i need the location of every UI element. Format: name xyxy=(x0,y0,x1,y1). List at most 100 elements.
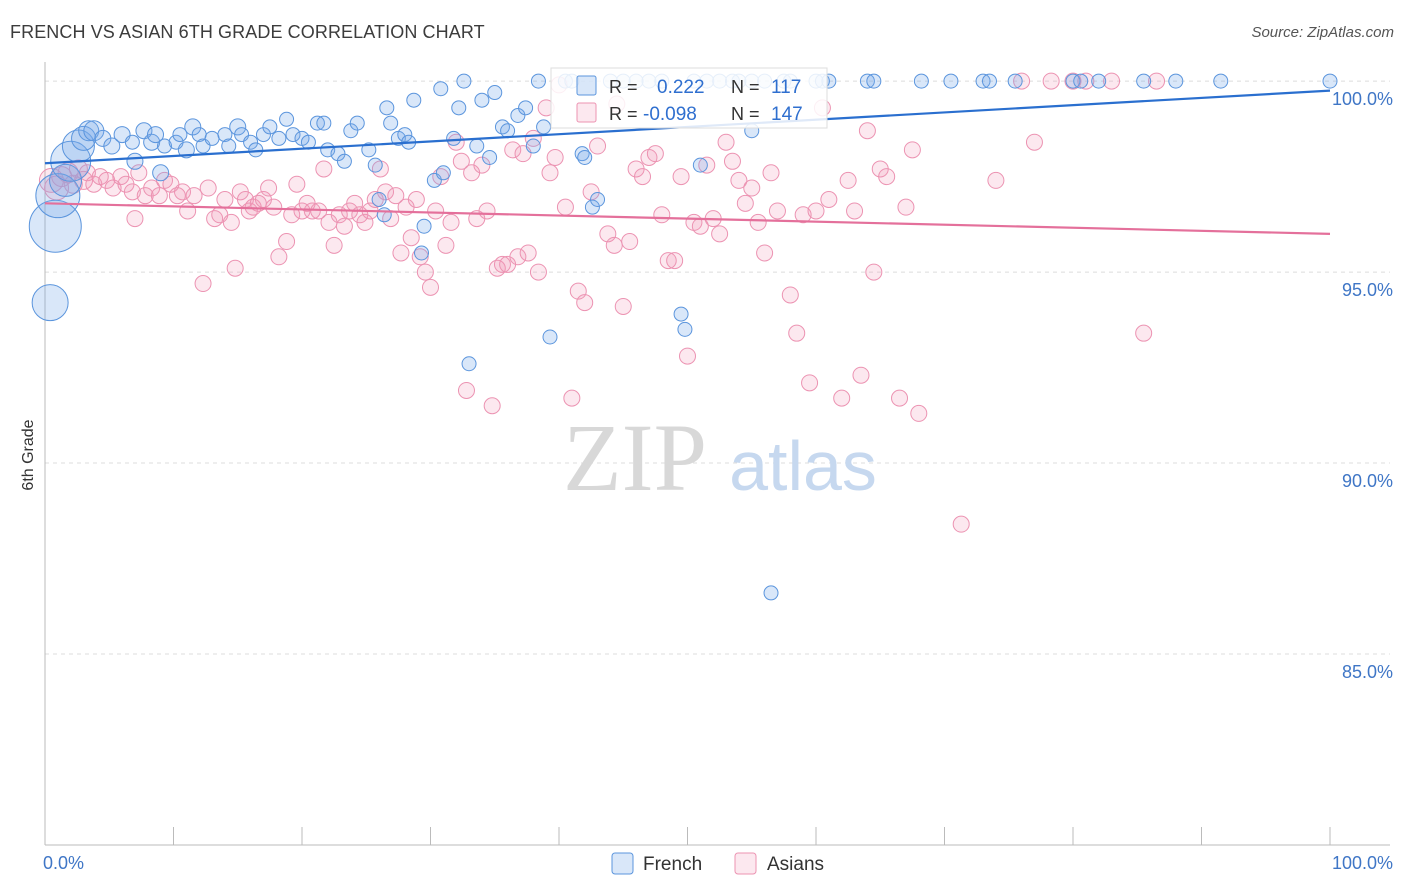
asian-point xyxy=(387,187,405,205)
french-point xyxy=(446,130,462,146)
french-point xyxy=(433,81,449,97)
chart-title: FRENCH VS ASIAN 6TH GRADE CORRELATION CH… xyxy=(10,22,485,42)
asian-point xyxy=(315,160,333,178)
french-point xyxy=(577,149,593,165)
asian-point xyxy=(781,286,799,304)
asian-point xyxy=(185,187,203,205)
y-tick-label-0: 100.0% xyxy=(1332,89,1393,109)
asian-point xyxy=(194,275,212,293)
asian-point xyxy=(736,194,754,212)
french-point xyxy=(451,100,467,116)
french-point xyxy=(243,134,259,150)
french-point xyxy=(397,127,413,143)
french-point xyxy=(943,73,959,89)
asian-point xyxy=(730,171,748,189)
french-point xyxy=(262,119,278,135)
french-point xyxy=(673,306,689,322)
french-point xyxy=(361,142,377,158)
asian-point xyxy=(634,168,652,186)
asian-n-label: N = xyxy=(731,104,760,124)
french-legend-label[interactable]: French xyxy=(643,854,702,875)
asian-point xyxy=(546,148,564,166)
asian-point xyxy=(952,515,970,533)
french-point xyxy=(177,141,195,159)
asian-point xyxy=(427,202,445,220)
asian-point xyxy=(1148,72,1166,90)
y-tick-label-3: 85.0% xyxy=(1342,662,1393,682)
asian-r-label: R = xyxy=(609,104,638,124)
french-point xyxy=(474,92,490,108)
french-point xyxy=(204,130,220,146)
asian-point xyxy=(411,248,429,266)
french-swatch xyxy=(576,75,597,96)
french-point xyxy=(416,218,432,234)
asian-point xyxy=(270,248,288,266)
french-point xyxy=(221,138,237,154)
french-point xyxy=(435,165,451,181)
french-point xyxy=(184,118,202,136)
asian-point xyxy=(437,236,455,254)
french-point xyxy=(1136,73,1152,89)
asian-r-value: -0.098 xyxy=(643,104,697,125)
asian-point xyxy=(1042,72,1060,90)
french-point xyxy=(217,127,233,143)
asian-point xyxy=(794,206,812,224)
asian-point xyxy=(226,259,244,277)
french-point xyxy=(271,130,287,146)
asian-point xyxy=(493,255,511,273)
french-point xyxy=(1213,73,1229,89)
french-point xyxy=(124,134,140,150)
french-r-value: 0.222 xyxy=(657,77,705,98)
watermark-atlas: atlas xyxy=(729,427,877,505)
french-point xyxy=(31,284,69,322)
asian-point xyxy=(878,168,896,186)
french-point xyxy=(1065,73,1081,89)
asian-point xyxy=(897,198,915,216)
asian-point xyxy=(68,159,88,179)
french-point xyxy=(536,119,552,135)
french-point xyxy=(469,138,485,154)
grid-lines xyxy=(45,80,1390,655)
asian-point xyxy=(653,206,671,224)
asian-legend-swatch[interactable] xyxy=(734,852,757,875)
asian-point xyxy=(743,179,761,197)
french-legend-swatch[interactable] xyxy=(611,852,634,875)
asian-point xyxy=(865,263,883,281)
y-tick-label-2: 90.0% xyxy=(1342,471,1393,491)
axes xyxy=(44,62,1390,846)
asian-point xyxy=(1077,72,1095,90)
asian-point xyxy=(74,170,94,190)
asian-point xyxy=(614,297,632,315)
french-point xyxy=(590,192,606,208)
french-point xyxy=(1007,73,1023,89)
asian-point xyxy=(749,213,767,231)
asian-point xyxy=(659,252,677,270)
asian-point xyxy=(130,164,148,182)
asian-point xyxy=(126,210,144,228)
asian-point xyxy=(891,389,909,407)
asian-point xyxy=(820,191,838,209)
y-tick-label-1: 95.0% xyxy=(1342,280,1393,300)
french-point xyxy=(542,329,558,345)
french-point xyxy=(316,115,332,131)
french-point xyxy=(859,73,875,89)
asian-point xyxy=(288,175,306,193)
french-point xyxy=(763,585,779,601)
asian-legend-label[interactable]: Asians xyxy=(767,854,824,875)
asian-point xyxy=(711,225,729,243)
asian-point xyxy=(839,171,857,189)
asian-swatch xyxy=(576,102,597,123)
french-point xyxy=(1073,73,1089,89)
asian-point xyxy=(1013,72,1031,90)
asian-point xyxy=(416,263,434,281)
asian-point xyxy=(858,122,876,140)
french-point xyxy=(367,157,383,173)
french-point xyxy=(913,73,929,89)
asian-point xyxy=(199,179,217,197)
asian-point xyxy=(666,252,684,270)
asian-point xyxy=(801,374,819,392)
french-point xyxy=(692,157,708,173)
asian-point xyxy=(846,202,864,220)
french-point xyxy=(461,356,477,372)
